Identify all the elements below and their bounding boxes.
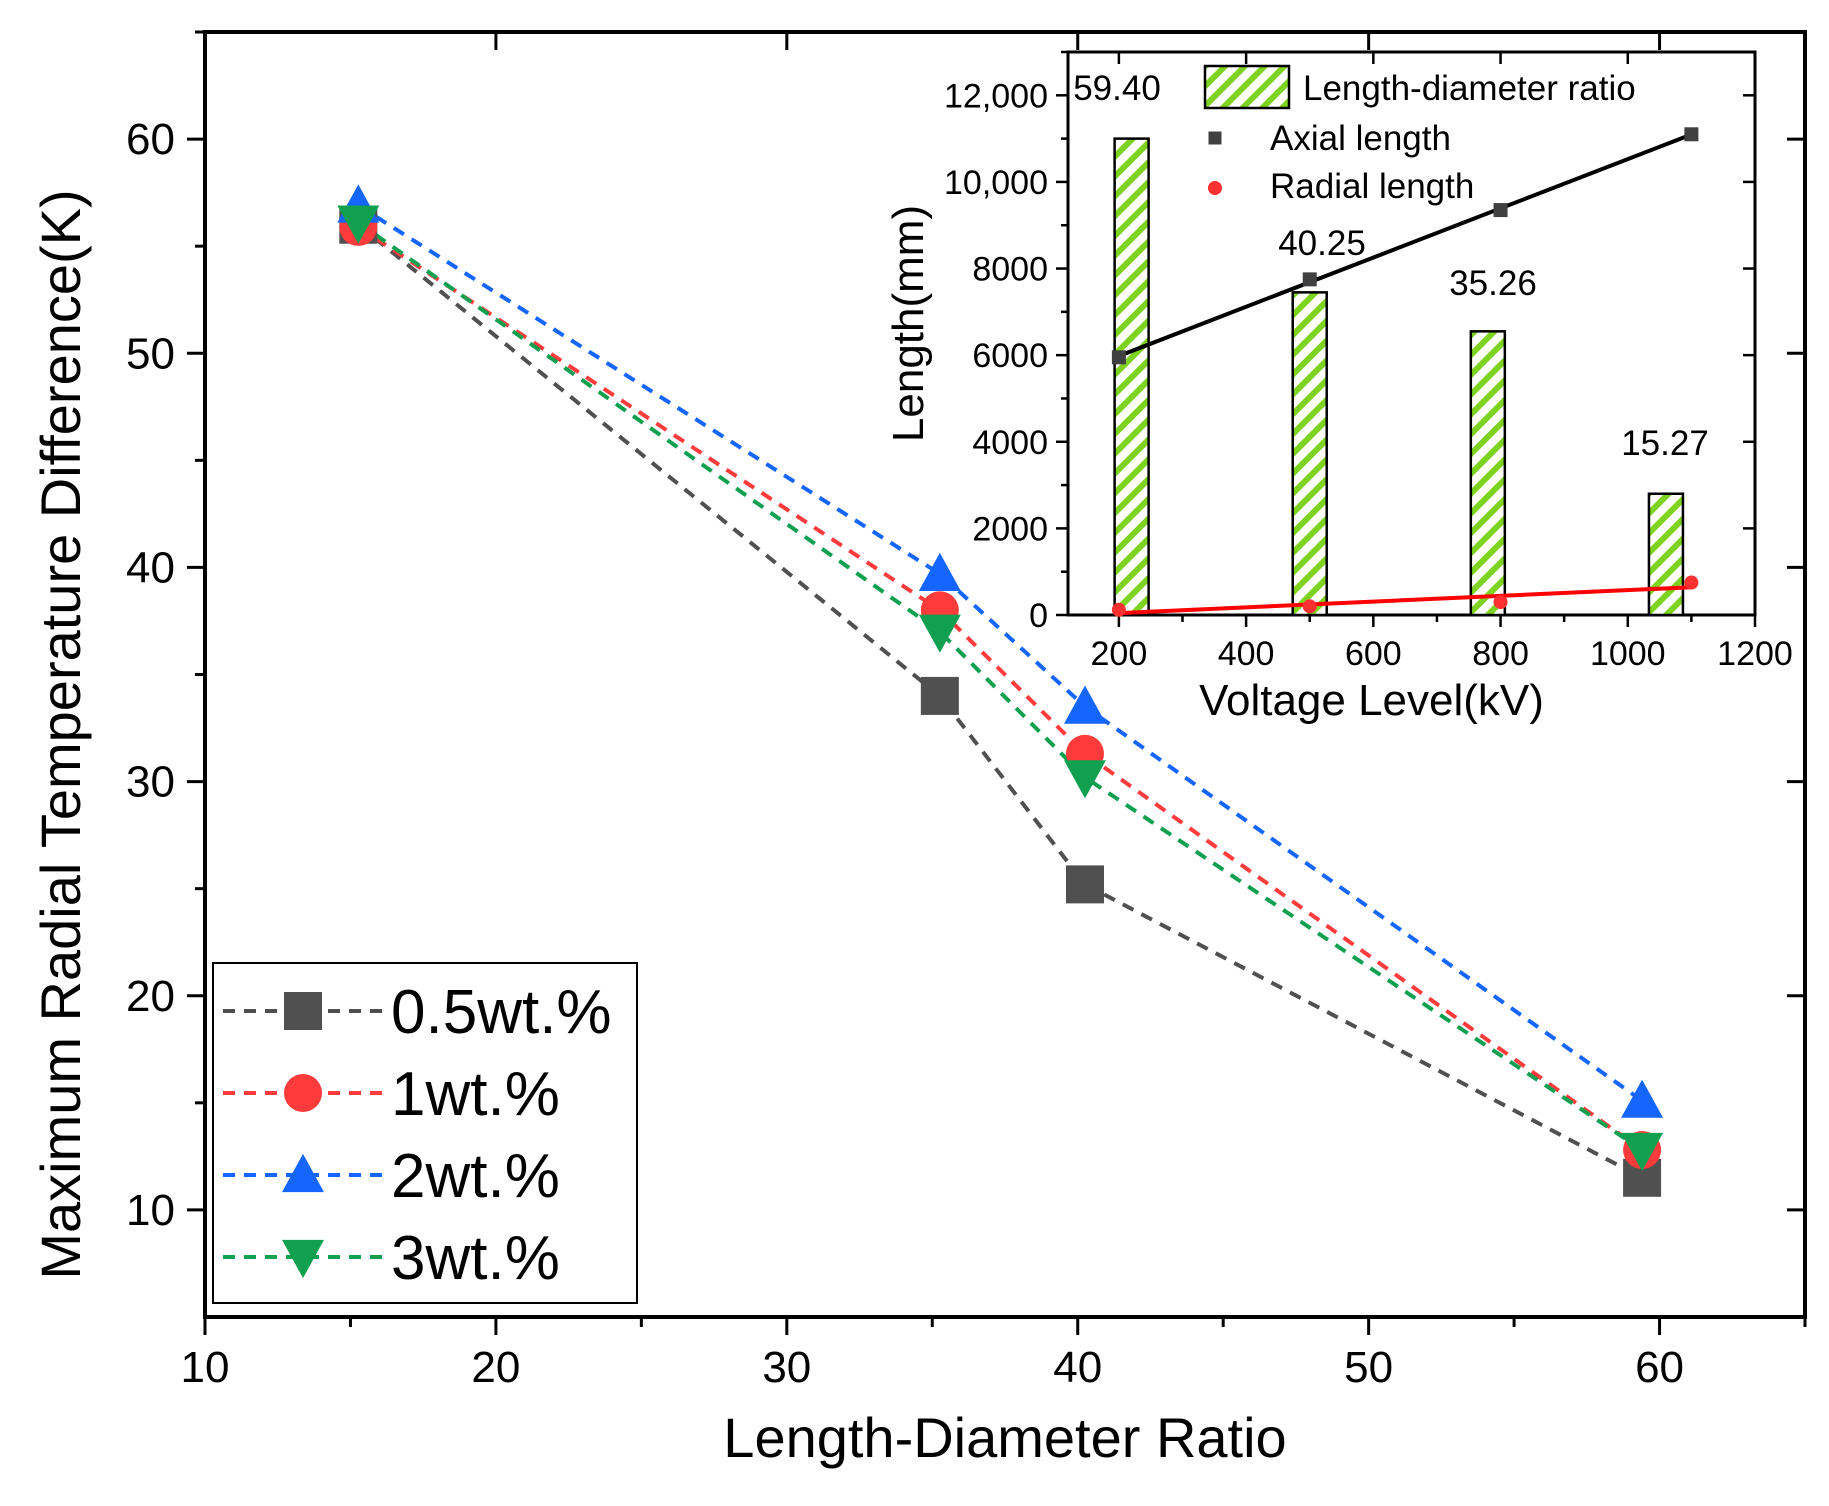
y-tick-label: 10 <box>126 1186 175 1235</box>
legend-label: 1wt.% <box>391 1060 560 1129</box>
y-tick-label: 20 <box>126 972 175 1021</box>
y-tick-label: 50 <box>126 329 175 378</box>
inset-x-tick-label: 1000 <box>1590 635 1666 673</box>
inset-legend-marker <box>1208 181 1222 195</box>
inset-x-tick-label: 200 <box>1091 635 1148 673</box>
inset-data-point-series-1 <box>1302 599 1317 614</box>
inset-legend-label: Axial length <box>1270 119 1451 158</box>
inset-data-point-series-0 <box>1684 127 1699 142</box>
x-axis-title: Length-Diameter Ratio <box>723 1406 1286 1469</box>
inset-y-tick-label: 0 <box>1029 597 1048 635</box>
inset-y-tick-label: 10,000 <box>944 164 1048 202</box>
inset-legend-label: Length-diameter ratio <box>1303 69 1636 108</box>
inset-y-tick-label: 12,000 <box>944 77 1048 115</box>
inset-data-point-series-1 <box>1684 575 1699 590</box>
data-point-series-3 <box>1064 760 1106 799</box>
x-tick-label: 10 <box>181 1343 230 1392</box>
inset-bar <box>1113 137 1150 617</box>
inset-y-tick-label: 8000 <box>972 251 1048 289</box>
data-point-series-0 <box>920 676 959 715</box>
x-tick-label: 30 <box>762 1343 811 1392</box>
inset-x-tick-label: 1200 <box>1717 635 1793 673</box>
x-tick-label: 50 <box>1344 1343 1393 1392</box>
y-tick-label: 30 <box>126 758 175 807</box>
inset-legend-swatch <box>1203 64 1291 110</box>
inset-y-tick-label: 4000 <box>972 424 1048 462</box>
x-tick-label: 60 <box>1635 1343 1684 1392</box>
inset-bar-label: 15.27 <box>1621 424 1709 463</box>
legend-marker <box>284 992 322 1030</box>
inset-data-point-series-1 <box>1493 595 1508 610</box>
data-point-series-2 <box>1621 1079 1664 1118</box>
inset-data-point-series-0 <box>1493 203 1508 218</box>
inset-y-axis-title: Length(mm) <box>884 205 933 442</box>
inset-bar-label: 40.25 <box>1278 224 1366 263</box>
y-tick-label: 60 <box>126 115 175 164</box>
x-tick-label: 20 <box>471 1343 520 1392</box>
legend-marker <box>282 1153 324 1193</box>
inset-x-tick-label: 800 <box>1472 635 1529 673</box>
y-tick-label: 40 <box>126 543 175 592</box>
series-line-2 <box>357 203 1644 1103</box>
inset-fit-line-1 <box>1118 585 1692 616</box>
inset-data-point-series-1 <box>1111 602 1126 617</box>
inset-x-tick-label: 400 <box>1218 635 1275 673</box>
x-tick-label: 40 <box>1053 1343 1102 1392</box>
legend-box <box>212 962 638 1304</box>
data-point-series-0 <box>1066 865 1104 904</box>
inset-x-axis-title: Voltage Level(kV) <box>1199 676 1544 725</box>
inset-bar <box>1469 330 1507 617</box>
data-point-series-3 <box>918 614 961 653</box>
inset-data-point-series-0 <box>1302 272 1317 287</box>
data-point-series-3 <box>1621 1132 1664 1172</box>
inset-legend-marker <box>1208 131 1222 145</box>
main-plot: 10 20 30 40 50 60 10 20 30 40 50 60 Length-Diameter … <box>29 30 1807 1469</box>
inset-bar <box>1291 291 1328 617</box>
legend-marker <box>282 1239 324 1279</box>
inset-bar-label: 59.40 <box>1073 69 1161 108</box>
series-line-0 <box>357 223 1644 1180</box>
inset-legend-label: Radial length <box>1270 167 1474 206</box>
data-point-series-3 <box>337 205 380 244</box>
data-point-series-2 <box>1064 685 1106 724</box>
data-point-series-2 <box>918 552 961 591</box>
inset-plot: 200 400 600 800 1000 1200 0 2000 4000 6000 8000 10,… <box>884 50 1793 725</box>
inset-x-tick-label: 600 <box>1345 635 1402 673</box>
inset-fit-line-0 <box>1118 132 1693 358</box>
inset-data-point-series-0 <box>1111 350 1126 365</box>
inset-bar-label: 35.26 <box>1449 264 1537 303</box>
legend-label: 2wt.% <box>391 1142 560 1211</box>
inset-y-tick-label: 2000 <box>972 510 1048 548</box>
series-line-1 <box>357 225 1644 1152</box>
legend-marker <box>284 1074 322 1112</box>
y-axis-title: Maximum Radial Temperature Difference(K) <box>29 189 92 1279</box>
inset-bar <box>1647 492 1685 617</box>
inset-y-tick-label: 6000 <box>972 337 1048 375</box>
legend-label: 3wt.% <box>391 1224 560 1293</box>
legend-label: 0.5wt.% <box>391 978 612 1047</box>
